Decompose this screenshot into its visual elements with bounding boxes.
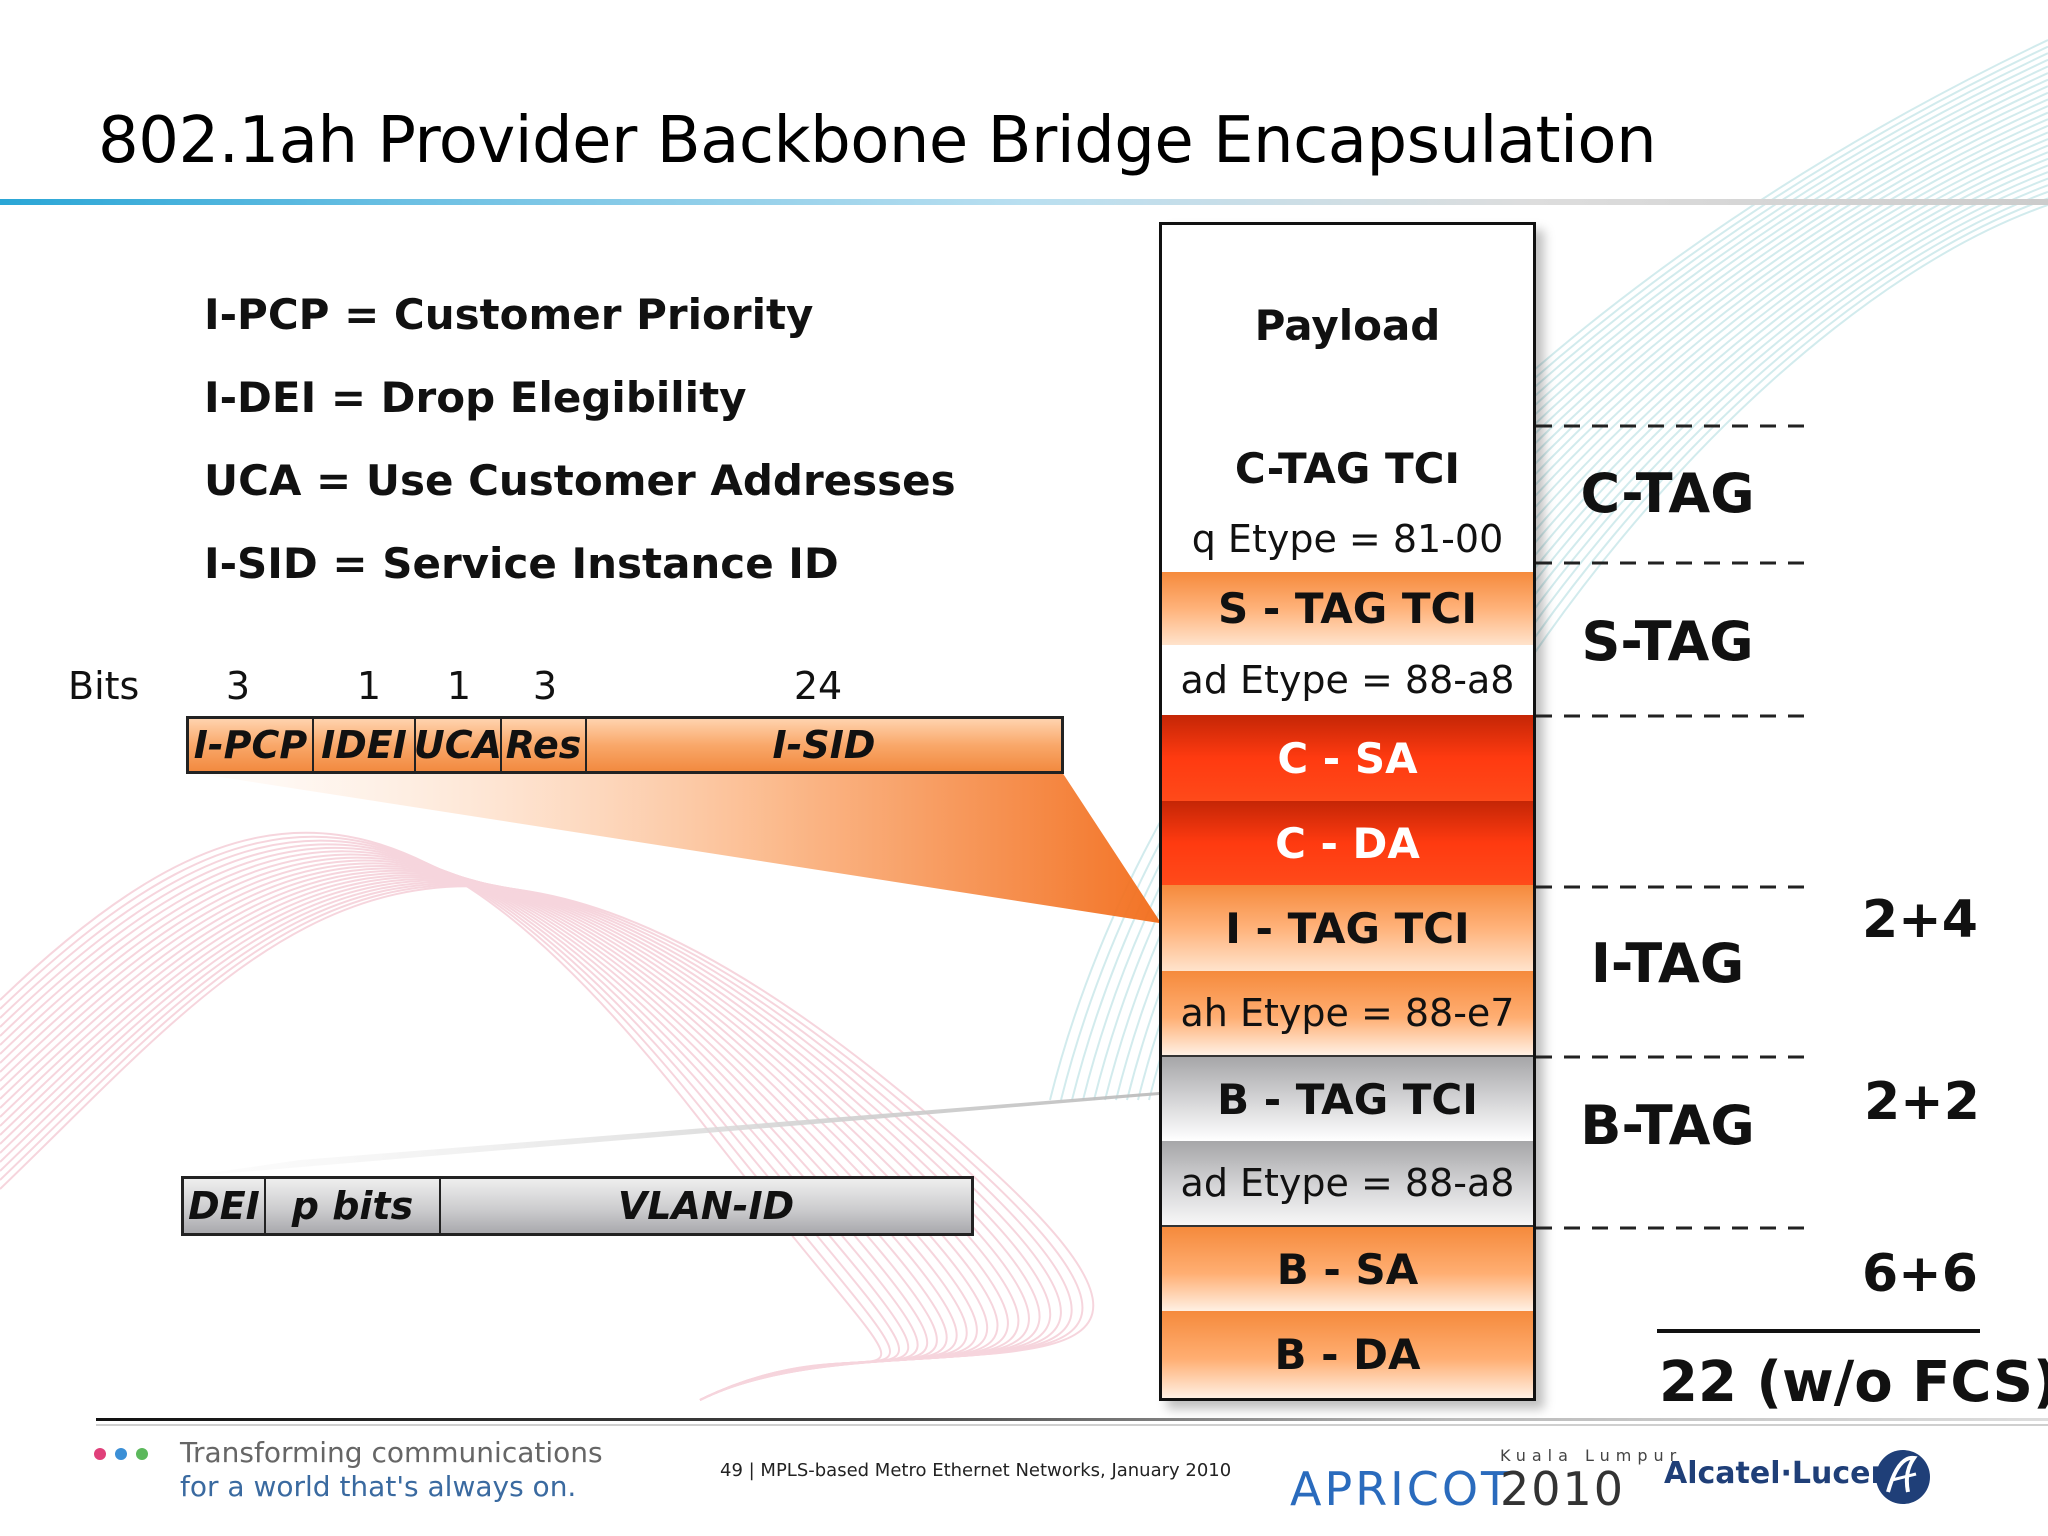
stack-ctag-etype: q Etype = 81-00: [1191, 517, 1504, 561]
field-vlan-id: VLAN-ID: [617, 1184, 795, 1228]
stack-b-da: B - DA: [1162, 1311, 1533, 1398]
stack-c-sa: C - SA: [1162, 715, 1533, 801]
stack-itag-etype: ah Etype = 88-e7: [1162, 971, 1533, 1055]
stack-ctag-tci: C-TAG TCI: [1234, 443, 1461, 493]
stack-itag-tci: I - TAG TCI: [1162, 885, 1533, 971]
brand-dot-blue: [115, 1448, 127, 1460]
brand-dot-green: [136, 1448, 148, 1460]
event-logo-name: APRICOT: [1290, 1462, 1513, 1516]
stack-c-da: C - DA: [1162, 801, 1533, 885]
stack-btag-etype: ad Etype = 88-a8: [1162, 1141, 1533, 1225]
label-btag: B-TAG: [1580, 1094, 1755, 1157]
bit-count-ipcp: 3: [225, 664, 251, 708]
field-dei: DEI: [184, 1179, 266, 1233]
event-city: Kuala Lumpur: [1500, 1446, 1683, 1465]
count-btag: 2+2: [1864, 1072, 1980, 1132]
stack-btag-tci: B - TAG TCI: [1162, 1055, 1533, 1141]
definition-ipcp: I-PCP = Customer Priority: [204, 290, 814, 339]
bit-count-idei: 1: [356, 664, 382, 708]
tagline-line2: for a world that's always on.: [180, 1470, 577, 1503]
bit-count-isid: 24: [793, 664, 843, 708]
field-ipcp: I-PCP: [189, 719, 314, 771]
label-ctag: C-TAG: [1580, 462, 1755, 525]
page-info: 49 | MPLS-based Metro Ethernet Networks,…: [720, 1460, 1232, 1481]
tagline-line1: Transforming communications: [180, 1436, 603, 1469]
definition-idei: I-DEI = Drop Elegibility: [204, 373, 747, 422]
bits-label: Bits: [68, 664, 139, 708]
bit-count-uca: 1: [446, 664, 472, 708]
tag-separators: [1536, 424, 1808, 1230]
company-name: Alcatel·Lucent: [1664, 1456, 1907, 1491]
field-isid: I-SID: [772, 723, 876, 767]
field-idei: IDEI: [314, 719, 416, 771]
stack-stag-tci: S - TAG TCI: [1162, 572, 1533, 645]
footer-rule: [96, 1418, 2048, 1421]
itag-projection: [188, 772, 1159, 923]
total-bytes: 22 (w/o FCS): [1659, 1350, 2048, 1415]
frame-stack: Payload C-TAG TCI q Etype = 81-00 S - TA…: [1159, 222, 1536, 1401]
btag-projection: [182, 1092, 1159, 1177]
label-stag: S-TAG: [1581, 610, 1754, 673]
field-pbits: p bits: [266, 1179, 441, 1233]
count-itag: 2+4: [1862, 890, 1978, 950]
label-itag: I-TAG: [1590, 932, 1745, 995]
page-title: 802.1ah Provider Backbone Bridge Encapsu…: [98, 104, 1657, 178]
definition-uca: UCA = Use Customer Addresses: [204, 456, 956, 505]
field-uca: UCA: [416, 719, 502, 771]
footer-tagline: Transforming communications for a world …: [180, 1436, 603, 1504]
brand-dot-pink: [94, 1448, 106, 1460]
field-res: Res: [502, 719, 587, 771]
total-underline: [1657, 1329, 1980, 1333]
btag-field-bar: DEI p bits VLAN-ID: [181, 1176, 974, 1236]
footer-rule-shadow: [96, 1424, 2048, 1426]
alcatel-lucent-logo-icon: [1876, 1450, 1930, 1504]
bit-count-res: 3: [532, 664, 558, 708]
stack-b-sa: B - SA: [1162, 1225, 1533, 1311]
stack-payload: Payload: [1254, 300, 1441, 350]
itag-field-bar: I-PCP IDEI UCA Res I-SID: [186, 716, 1064, 774]
definition-isid: I-SID = Service Instance ID: [204, 539, 839, 588]
event-logo-year: 2010: [1500, 1462, 1626, 1516]
title-underline: [0, 199, 2048, 205]
bits-label-text: Bits: [68, 664, 140, 708]
count-backbone-addresses: 6+6: [1862, 1244, 1978, 1304]
stack-stag-etype: ad Etype = 88-a8: [1180, 658, 1515, 702]
brand-dots: [94, 1445, 157, 1464]
